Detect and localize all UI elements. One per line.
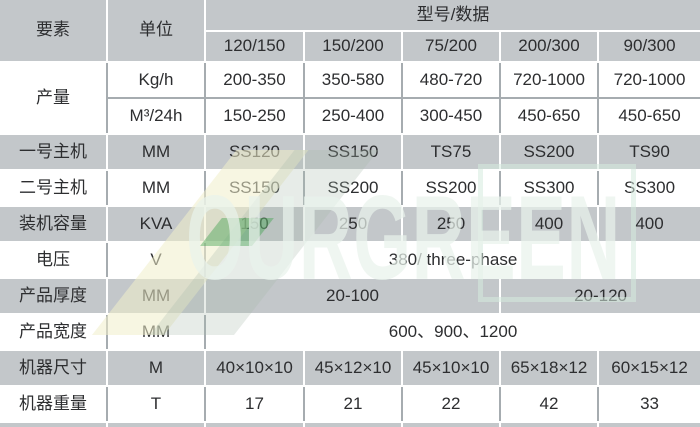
value-cell: 400 xyxy=(500,206,599,243)
row-host1: 一号主机 MM SS120 SS150 TS75 SS200 TS90 xyxy=(0,134,700,171)
value-cell: 21 xyxy=(304,386,403,423)
value-cell-span: 600、900、1200 xyxy=(205,314,700,351)
row-installed-capacity: 装机容量 KVA 150 250 250 400 400 xyxy=(0,206,700,243)
row-label-host2: 二号主机 xyxy=(0,170,108,207)
value-cell: SS150 xyxy=(205,170,305,207)
value-cell: 150-250 xyxy=(205,98,305,135)
value-cell: 400 xyxy=(598,206,700,243)
row-label-voltage: 电压 xyxy=(0,242,108,279)
value-cell: 45×10×10 xyxy=(402,350,501,387)
unit-cell: T xyxy=(107,386,206,423)
value-cell: SS300 xyxy=(598,170,700,207)
filler-cell xyxy=(304,422,403,427)
row-label-weight: 机器重量 xyxy=(0,386,108,423)
value-cell: 300-450 xyxy=(402,98,501,135)
row-host2: 二号主机 MM SS150 SS200 SS200 SS300 SS300 xyxy=(0,170,700,207)
value-cell: 450-650 xyxy=(598,98,700,135)
row-output-m3: M³/24h 150-250 250-400 300-450 450-650 4… xyxy=(0,98,700,135)
value-cell: SS200 xyxy=(304,170,403,207)
value-cell: 720-1000 xyxy=(598,62,700,99)
filler-cell xyxy=(0,422,108,427)
row-label-output: 产量 xyxy=(0,62,108,135)
header-row-group: 要素 单位 型号/数据 xyxy=(0,0,700,63)
unit-cell: M³/24h xyxy=(107,98,206,135)
value-cell: 200-350 xyxy=(205,62,305,99)
row-output-kgh: 产量 Kg/h 200-350 350-580 480-720 720-1000… xyxy=(0,62,700,135)
value-cell: 450-650 xyxy=(500,98,599,135)
value-cell-span: 380/ three-phase xyxy=(205,242,700,279)
header-model-3: 200/300 xyxy=(500,31,599,63)
header-model-data: 型号/数据 xyxy=(205,0,700,32)
value-cell: SS120 xyxy=(205,134,305,171)
header-element: 要素 xyxy=(0,0,108,63)
value-cell: 65×18×12 xyxy=(500,350,599,387)
value-cell: 22 xyxy=(402,386,501,423)
filler-cell xyxy=(598,422,700,427)
unit-cell: Kg/h xyxy=(107,62,206,99)
unit-cell: MM xyxy=(107,170,206,207)
row-voltage: 电压 V 380/ three-phase xyxy=(0,242,700,279)
header-row-models: 120/150 150/200 75/200 200/300 90/300 xyxy=(0,31,700,63)
row-machine-weight: 机器重量 T 17 21 22 42 33 xyxy=(0,386,700,423)
unit-cell: MM xyxy=(107,314,206,351)
unit-cell: M xyxy=(107,350,206,387)
value-cell: 60×15×12 xyxy=(598,350,700,387)
value-cell: 720-1000 xyxy=(500,62,599,99)
row-product-thickness: 产品厚度 MM 20-100 20-120 xyxy=(0,278,700,315)
row-label-size: 机器尺寸 xyxy=(0,350,108,387)
unit-cell: V xyxy=(107,242,206,279)
header-unit: 单位 xyxy=(107,0,206,63)
filler-cell xyxy=(500,422,599,427)
filler-cell xyxy=(205,422,305,427)
value-cell: TS90 xyxy=(598,134,700,171)
value-cell: 42 xyxy=(500,386,599,423)
row-label-capacity: 装机容量 xyxy=(0,206,108,243)
row-product-width: 产品宽度 MM 600、900、1200 xyxy=(0,314,700,351)
value-cell-span: 20-120 xyxy=(500,278,700,315)
header-model-0: 120/150 xyxy=(205,31,305,63)
filler-cell xyxy=(107,422,206,427)
header-model-1: 150/200 xyxy=(304,31,403,63)
value-cell: 40×10×10 xyxy=(205,350,305,387)
value-cell: 250 xyxy=(402,206,501,243)
value-cell: TS75 xyxy=(402,134,501,171)
value-cell-span: 20-100 xyxy=(205,278,501,315)
value-cell: 45×12×10 xyxy=(304,350,403,387)
unit-cell: KVA xyxy=(107,206,206,243)
unit-cell: MM xyxy=(107,134,206,171)
row-label-host1: 一号主机 xyxy=(0,134,108,171)
value-cell: 33 xyxy=(598,386,700,423)
row-label-width: 产品宽度 xyxy=(0,314,108,351)
value-cell: SS200 xyxy=(402,170,501,207)
row-machine-size: 机器尺寸 M 40×10×10 45×12×10 45×10×10 65×18×… xyxy=(0,350,700,387)
row-filler xyxy=(0,422,700,427)
unit-cell: MM xyxy=(107,278,206,315)
filler-cell xyxy=(402,422,501,427)
value-cell: 480-720 xyxy=(402,62,501,99)
value-cell: SS200 xyxy=(500,134,599,171)
value-cell: 250-400 xyxy=(304,98,403,135)
header-model-4: 90/300 xyxy=(598,31,700,63)
value-cell: SS300 xyxy=(500,170,599,207)
value-cell: 150 xyxy=(205,206,305,243)
value-cell: 350-580 xyxy=(304,62,403,99)
row-label-thickness: 产品厚度 xyxy=(0,278,108,315)
value-cell: SS150 xyxy=(304,134,403,171)
value-cell: 17 xyxy=(205,386,305,423)
value-cell: 250 xyxy=(304,206,403,243)
header-model-2: 75/200 xyxy=(402,31,501,63)
